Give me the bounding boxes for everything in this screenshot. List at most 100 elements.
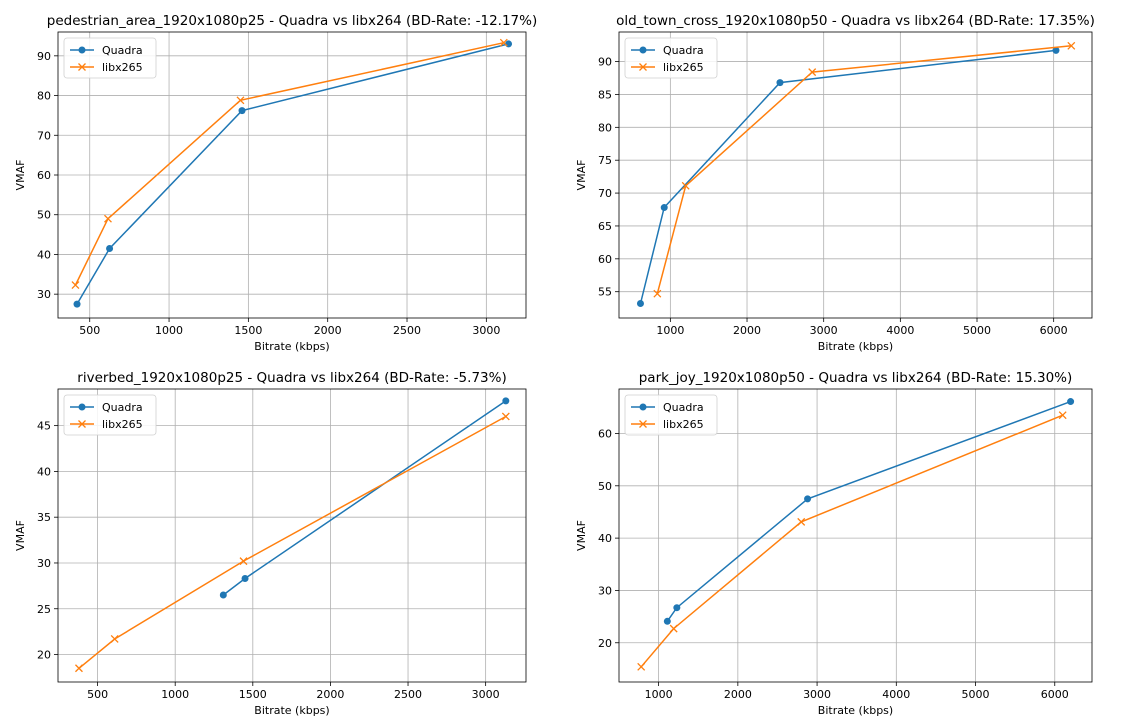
x-tick-label: 3000 [810,324,838,337]
chart-3: 500 1000 1500 2000 2500 3000 20 25 30 35 40 45 Quadr… [14,370,527,717]
x-tick-label: 2000 [316,688,344,701]
y-axis-label: VMAF [575,160,588,191]
y-tick-label: 30 [37,557,51,570]
y-tick-label: 20 [598,637,612,650]
legend: Quadra libx265 [624,37,718,79]
chart-title: riverbed_1920x1080p25 - Quadra vs libx26… [77,370,506,386]
x-tick-label: 2500 [394,688,422,701]
data-point [106,244,114,252]
data-point [74,664,83,673]
x-tick-label: 2500 [393,324,421,337]
y-tick-label: 70 [598,187,612,200]
y-tick-label: 20 [37,649,51,662]
y-tick-label: 40 [598,532,612,545]
x-tick-label: 5000 [963,324,991,337]
y-tick-label: 60 [37,169,51,182]
series-quadra [663,398,1075,625]
x-axis-label: Bitrate (kbps) [818,340,893,353]
series-line [78,415,507,669]
legend-marker [639,63,647,71]
data-point [637,662,646,671]
chart-2: 1000 2000 3000 4000 5000 6000 55 60 65 70 75 80 85 90… [575,13,1095,353]
x-tick-label: 2000 [314,324,342,337]
legend-box [63,394,157,436]
legend-marker [78,420,86,428]
y-tick-label: 40 [37,465,51,478]
data-point [73,300,81,308]
data-point [804,495,812,503]
x-tick-label: 1500 [234,324,262,337]
data-point [653,289,662,298]
x-axis-label: Bitrate (kbps) [254,340,329,353]
data-point [219,591,227,599]
y-tick-label: 80 [598,121,612,134]
y-tick-label: 80 [37,90,51,103]
legend-label: Quadra [102,401,143,414]
plot-area [619,389,1092,682]
x-tick-label: 1500 [239,688,267,701]
legend-label: libx265 [102,418,143,431]
data-point [776,79,784,87]
x-tick-label: 3000 [803,688,831,701]
x-tick-label: 1000 [656,324,684,337]
chart-title: old_town_cross_1920x1080p50 - Quadra vs … [616,13,1095,29]
y-tick-label: 60 [598,427,612,440]
legend-marker [78,63,86,71]
data-point [110,635,119,643]
data-point [797,517,806,526]
legend-box [624,37,718,79]
data-point [505,40,513,48]
data-point [1052,46,1060,54]
legend: Quadra libx265 [63,37,157,79]
legend-marker [639,46,647,54]
series-line [640,414,1063,668]
series-libx265 [71,38,508,289]
y-tick-label: 30 [598,584,612,597]
legend-label: libx265 [663,61,704,74]
axes-frame [57,388,527,683]
data-point [808,68,817,77]
data-point [660,204,668,212]
legend-marker [78,403,86,411]
legend-marker [78,46,86,54]
y-tick-label: 70 [37,129,51,142]
x-tick-label: 6000 [1041,688,1069,701]
data-point [236,96,245,105]
y-axis-label: VMAF [14,160,27,191]
x-tick-label: 500 [87,688,108,701]
x-tick-label: 1000 [645,688,673,701]
series-quadra [219,397,510,599]
y-tick-label: 50 [598,480,612,493]
y-tick-label: 30 [37,288,51,301]
y-tick-label: 50 [37,209,51,222]
chart-title: pedestrian_area_1920x1080p25 - Quadra vs… [47,13,538,29]
legend-marker [639,420,647,428]
data-point [241,575,249,583]
legend: Quadra libx265 [63,394,157,436]
x-tick-label: 5000 [962,688,990,701]
y-tick-label: 65 [598,220,612,233]
data-point [502,397,510,405]
axes-frame [618,31,1093,319]
data-point [1067,398,1075,406]
data-point [663,617,671,625]
x-tick-label: 4000 [886,324,914,337]
data-point [1058,411,1067,420]
series-libx265 [653,41,1076,298]
series-line [666,400,1071,622]
data-point [239,557,248,566]
axes-frame [618,388,1093,683]
series-libx265 [637,411,1067,671]
data-point [499,38,508,47]
x-tick-label: 1000 [155,324,183,337]
series-line [639,49,1057,304]
legend-label: Quadra [663,44,704,57]
y-tick-label: 55 [598,286,612,299]
x-axis-label: Bitrate (kbps) [818,704,893,717]
legend: Quadra libx265 [624,394,718,436]
data-point [636,300,644,308]
y-tick-label: 75 [598,154,612,167]
data-point [681,181,690,190]
chart-title: park_joy_1920x1080p50 - Quadra vs libx26… [639,370,1073,386]
